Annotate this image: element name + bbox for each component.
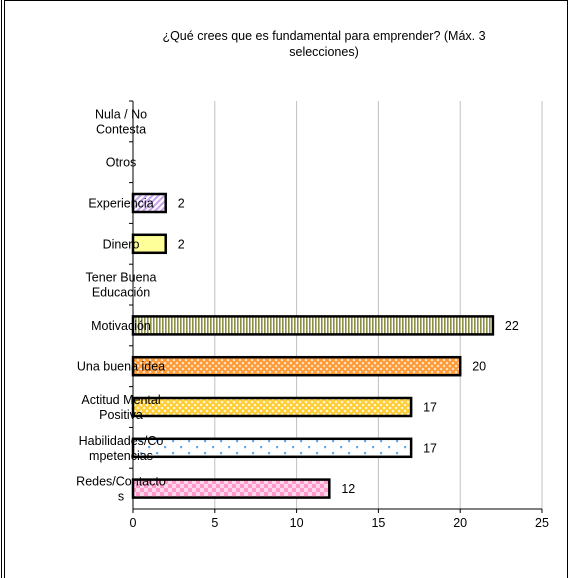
category-label: Otros [106, 156, 137, 170]
category-label: mpetencias [89, 449, 153, 463]
x-tick-label: 0 [130, 516, 137, 530]
data-label: 17 [423, 401, 437, 415]
bar [131, 233, 167, 255]
data-label: 12 [341, 482, 355, 496]
axes: 0 5 10 15 20 25 [129, 100, 549, 530]
category-label: Contesta [96, 122, 146, 136]
bar [131, 315, 495, 336]
x-tick-label: 10 [290, 516, 304, 530]
data-label: 22 [505, 319, 519, 333]
data-label: 2 [178, 237, 185, 251]
data-label: 20 [472, 360, 486, 374]
category-label: Motivación [91, 319, 151, 333]
data-label: 2 [178, 197, 185, 211]
frame-border-top [4, 0, 568, 1]
category-label: Educación [92, 286, 150, 300]
bar [131, 478, 331, 499]
category-label: s [118, 490, 124, 504]
category-label: Tener Buena [86, 271, 157, 285]
category-label: Una buena idea [77, 360, 165, 374]
category-label: Redes/Contacto [76, 475, 166, 489]
x-tick-label: 20 [453, 516, 467, 530]
x-tick-label: 5 [211, 516, 218, 530]
x-tick-label: 15 [371, 516, 385, 530]
bar [131, 355, 462, 377]
data-label: 17 [423, 441, 437, 455]
frame-border-left-outer [1, 0, 2, 578]
chart-title-line-2: selecciones) [289, 45, 358, 59]
chart-title-line-1: ¿Qué crees que es fundamental para empre… [162, 29, 485, 43]
x-tick-label: 25 [535, 516, 549, 530]
bar [131, 192, 167, 214]
frame-border-right [567, 0, 568, 578]
bar [131, 396, 413, 418]
category-label: Actitud Mental [81, 393, 160, 407]
category-label: Experiencia [88, 197, 153, 211]
category-label: Positiva [99, 408, 143, 422]
category-label: Nula / No [95, 107, 147, 121]
frame-border-left-inner [4, 0, 5, 578]
category-label: Habilidades/Co [79, 434, 164, 448]
bars [131, 192, 495, 499]
bar [131, 437, 413, 459]
category-label: Dinero [103, 237, 140, 251]
